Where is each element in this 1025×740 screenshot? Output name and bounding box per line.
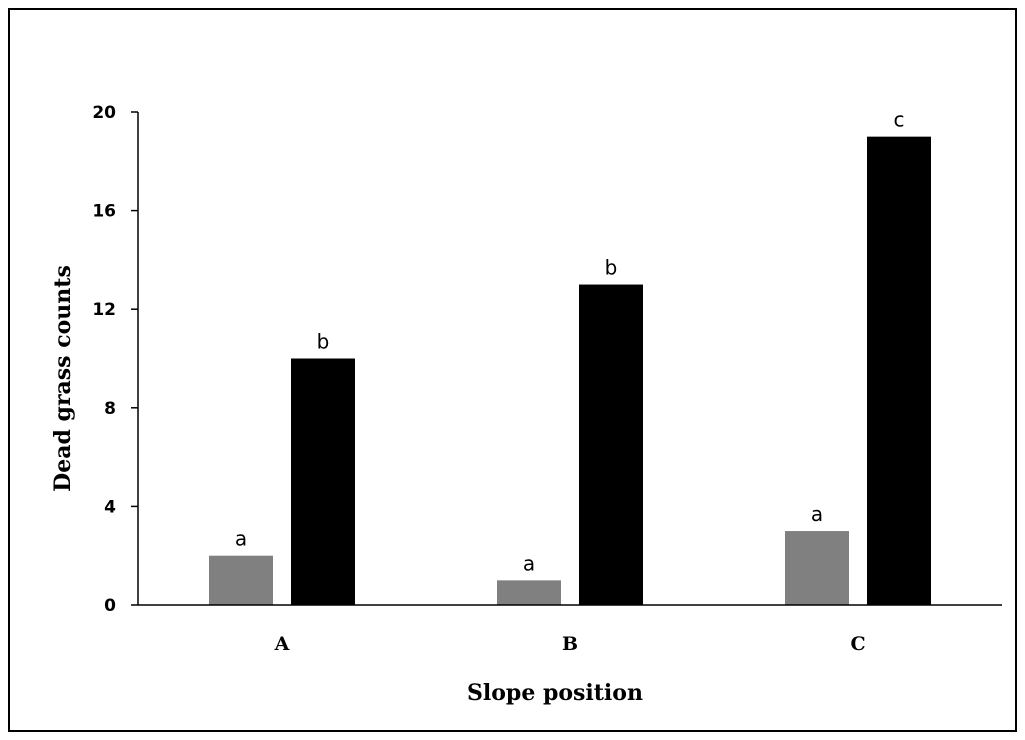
bar [867,136,931,605]
bar-label: c [894,108,905,132]
bar [209,555,273,605]
x-tick-label: B [562,633,578,655]
bar-label: a [235,527,247,551]
y-tick-label: 4 [104,497,116,517]
bar-label: a [523,551,535,575]
x-axis-title: Slope position [467,680,643,706]
bar-label: b [317,330,330,354]
y-axis-ticks: 0 4 8 12 16 20 [92,103,138,616]
y-tick-label: 16 [92,202,116,222]
bar [291,358,355,605]
bar [497,580,561,605]
x-tick-label: C [850,633,865,655]
y-tick-label: 8 [104,399,116,419]
y-tick-label: 20 [92,103,116,123]
y-tick-label: 0 [104,596,116,616]
bar [579,284,643,605]
x-axis-ticks: A B C [274,633,866,655]
bar-label: b [605,256,618,280]
chart-frame [8,8,1017,732]
y-axis-title: Dead grass counts [50,265,76,492]
bars [209,136,931,605]
y-tick-label: 12 [92,300,116,320]
bar-significance-labels: a b a b a c [235,108,905,576]
bar-label: a [811,502,823,526]
bar [785,531,849,605]
x-tick-label: A [274,633,290,655]
